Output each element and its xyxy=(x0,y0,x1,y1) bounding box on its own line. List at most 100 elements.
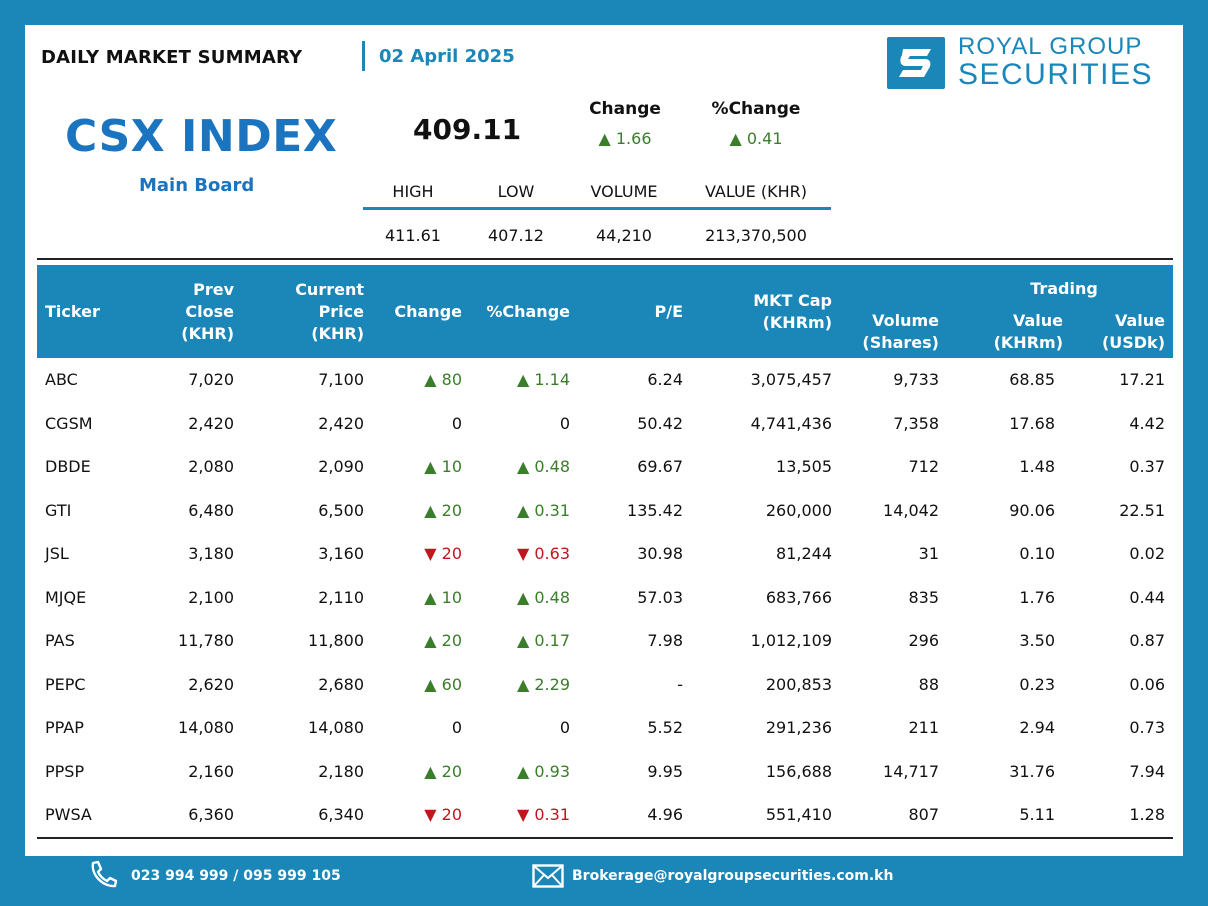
up-arrow-icon: ▲ xyxy=(516,674,535,694)
cell-mkt-cap: 1,012,109 xyxy=(750,631,832,651)
stat-volume: 44,210 xyxy=(596,226,652,245)
cell-mkt-cap: 291,236 xyxy=(765,718,832,738)
col-prev-close-line3: (KHR) xyxy=(181,323,234,343)
cell-volume: 296 xyxy=(908,631,939,651)
brand-line1: ROYAL GROUP xyxy=(958,33,1143,60)
table-row: DBDE 2,080 2,090 ▲ 10 ▲ 0.48 69.67 13,505 712 1.… xyxy=(37,445,1173,489)
up-arrow-icon: ▲ xyxy=(424,587,442,607)
cell-pe: 5.52 xyxy=(647,718,683,738)
brand-name: ROYAL GROUP SECURITIES xyxy=(958,35,1153,90)
cell-current-price: 2,180 xyxy=(318,761,364,781)
cell-prev-close: 2,080 xyxy=(188,457,234,477)
cell-prev-close: 2,160 xyxy=(188,761,234,781)
cell-volume: 14,717 xyxy=(883,761,939,781)
footer-email[interactable]: Brokerage@royalgroupsecurities.com.kh xyxy=(572,868,894,884)
cell-mkt-cap: 81,244 xyxy=(776,544,832,564)
up-arrow-icon: ▲ xyxy=(516,631,535,651)
brand-logo-icon xyxy=(887,37,945,89)
cell-prev-close: 7,020 xyxy=(188,370,234,390)
cell-current-price: 2,680 xyxy=(318,674,364,694)
cell-change: ▲ 10 xyxy=(372,576,470,620)
cell-value-khrm: 0.23 xyxy=(1019,674,1055,694)
phone-icon xyxy=(88,860,118,892)
cell-volume: 835 xyxy=(908,587,939,607)
cell-current-price: 6,340 xyxy=(242,793,372,839)
up-arrow-icon: ▲ xyxy=(516,457,535,477)
cell-volume: 7,358 xyxy=(893,413,939,433)
index-value: 409.11 xyxy=(413,113,522,146)
cell-pe: 4.96 xyxy=(578,793,691,839)
cell-volume: 31 xyxy=(918,544,939,564)
col-value-usdk-line1: Value xyxy=(1114,311,1165,330)
cell-mkt-cap: 156,688 xyxy=(765,761,832,781)
col-ticker: Ticker xyxy=(45,301,100,321)
cell-pct-change-value: 2.29 xyxy=(534,674,570,694)
col-value-khrm-line1: Value xyxy=(1012,311,1063,330)
cell-current-price: 14,080 xyxy=(308,718,364,738)
cell-change: ▼ 20 xyxy=(372,793,470,839)
cell-value-usdk: 4.42 xyxy=(1129,413,1165,433)
cell-ticker: PWSA xyxy=(37,793,137,839)
stat-high: 411.61 xyxy=(385,226,441,245)
cell-value-usdk: 22.51 xyxy=(1119,500,1165,520)
cell-pct-change: ▲ 2.29 xyxy=(470,663,578,707)
cell-pct-change: ▲ 0.48 xyxy=(470,445,578,489)
cell-pct-change: ▼ 0.63 xyxy=(470,532,578,576)
cell-ticker: ABC xyxy=(45,370,78,390)
cell-volume: 211 xyxy=(908,718,939,738)
table-top-rule xyxy=(37,258,1173,260)
cell-change: ▼ 20 xyxy=(372,532,470,576)
cell-pct-change-value: 1.14 xyxy=(534,370,570,390)
market-table: Ticker Prev Close (KHR) Current Price (K… xyxy=(37,265,1173,839)
cell-pct-change-value: 0.48 xyxy=(534,457,570,477)
index-name: CSX INDEX xyxy=(65,111,338,162)
col-prev-close-line2: Close xyxy=(185,301,234,321)
cell-pe: 135.42 xyxy=(627,500,683,520)
cell-value-usdk: 0.44 xyxy=(1129,587,1165,607)
cell-current-price: 2,090 xyxy=(318,457,364,477)
cell-value-khrm: 0.10 xyxy=(1019,544,1055,564)
brand-line2: SECURITIES xyxy=(958,58,1154,91)
table-row: PWSA 6,360 6,340 ▼ 20 ▼ 0.31 4.96 551,410 807 5.… xyxy=(37,793,1173,839)
cell-change-value: 20 xyxy=(441,631,462,651)
stat-low: 407.12 xyxy=(488,226,544,245)
cell-pct-change: ▲ 0.93 xyxy=(470,750,578,794)
table-row: PPAP 14,080 14,080 0 0 5.52 291,236 211 2.94 0.73 xyxy=(37,706,1173,750)
cell-change: ▲ 10 xyxy=(372,445,470,489)
down-arrow-icon: ▼ xyxy=(424,544,442,564)
table-row: CGSM 2,420 2,420 0 0 50.42 4,741,436 7,358 17.68… xyxy=(37,402,1173,446)
col-value-khrm: Value (KHRm) xyxy=(955,310,1063,354)
index-pct-change-label: %Change xyxy=(711,99,801,119)
cell-value-usdk: 0.02 xyxy=(1129,544,1165,564)
col-current-price-line2: (KHR) xyxy=(311,323,364,343)
up-arrow-icon: ▲ xyxy=(516,370,535,390)
cell-value-usdk: 0.06 xyxy=(1129,674,1165,694)
cell-value-khrm: 1.48 xyxy=(1019,457,1055,477)
cell-volume: 807 xyxy=(840,793,947,839)
cell-value-khrm: 2.94 xyxy=(1019,718,1055,738)
col-trading-group: Trading Value (KHRm) Value (USDk) xyxy=(947,265,1173,358)
cell-change: ▲ 20 xyxy=(372,489,470,533)
stat-header-high: HIGH xyxy=(392,182,434,201)
cell-ticker: PAS xyxy=(45,631,75,651)
cell-pct-change-value: 0.31 xyxy=(534,805,570,825)
stats-divider xyxy=(363,207,831,210)
table-row: PEPC 2,620 2,680 ▲ 60 ▲ 2.29-200,853 88 0.23 0.… xyxy=(37,663,1173,707)
table-row: JSL 3,180 3,160 ▼ 20 ▼ 0.63 30.98 81,244 31 0.10… xyxy=(37,532,1173,576)
cell-value-khrm: 3.50 xyxy=(1019,631,1055,651)
cell-mkt-cap: 551,410 xyxy=(691,793,840,839)
cell-value-khrm: 68.85 xyxy=(1009,370,1055,390)
index-board: Main Board xyxy=(139,175,255,196)
cell-change-value: 60 xyxy=(441,674,462,694)
cell-pct-change-value: 0.17 xyxy=(534,631,570,651)
cell-value-khrm: 17.68 xyxy=(1009,413,1055,433)
cell-change: 0 xyxy=(451,718,462,738)
cell-mkt-cap: 260,000 xyxy=(765,500,832,520)
cell-ticker: CGSM xyxy=(45,413,93,433)
cell-volume: 712 xyxy=(908,457,939,477)
cell-pct-change: ▼ 0.31 xyxy=(470,793,578,839)
cell-mkt-cap: 200,853 xyxy=(765,674,832,694)
cell-prev-close: 2,100 xyxy=(188,587,234,607)
up-arrow-icon: ▲ xyxy=(516,761,535,781)
up-arrow-icon: ▲ xyxy=(424,761,442,781)
